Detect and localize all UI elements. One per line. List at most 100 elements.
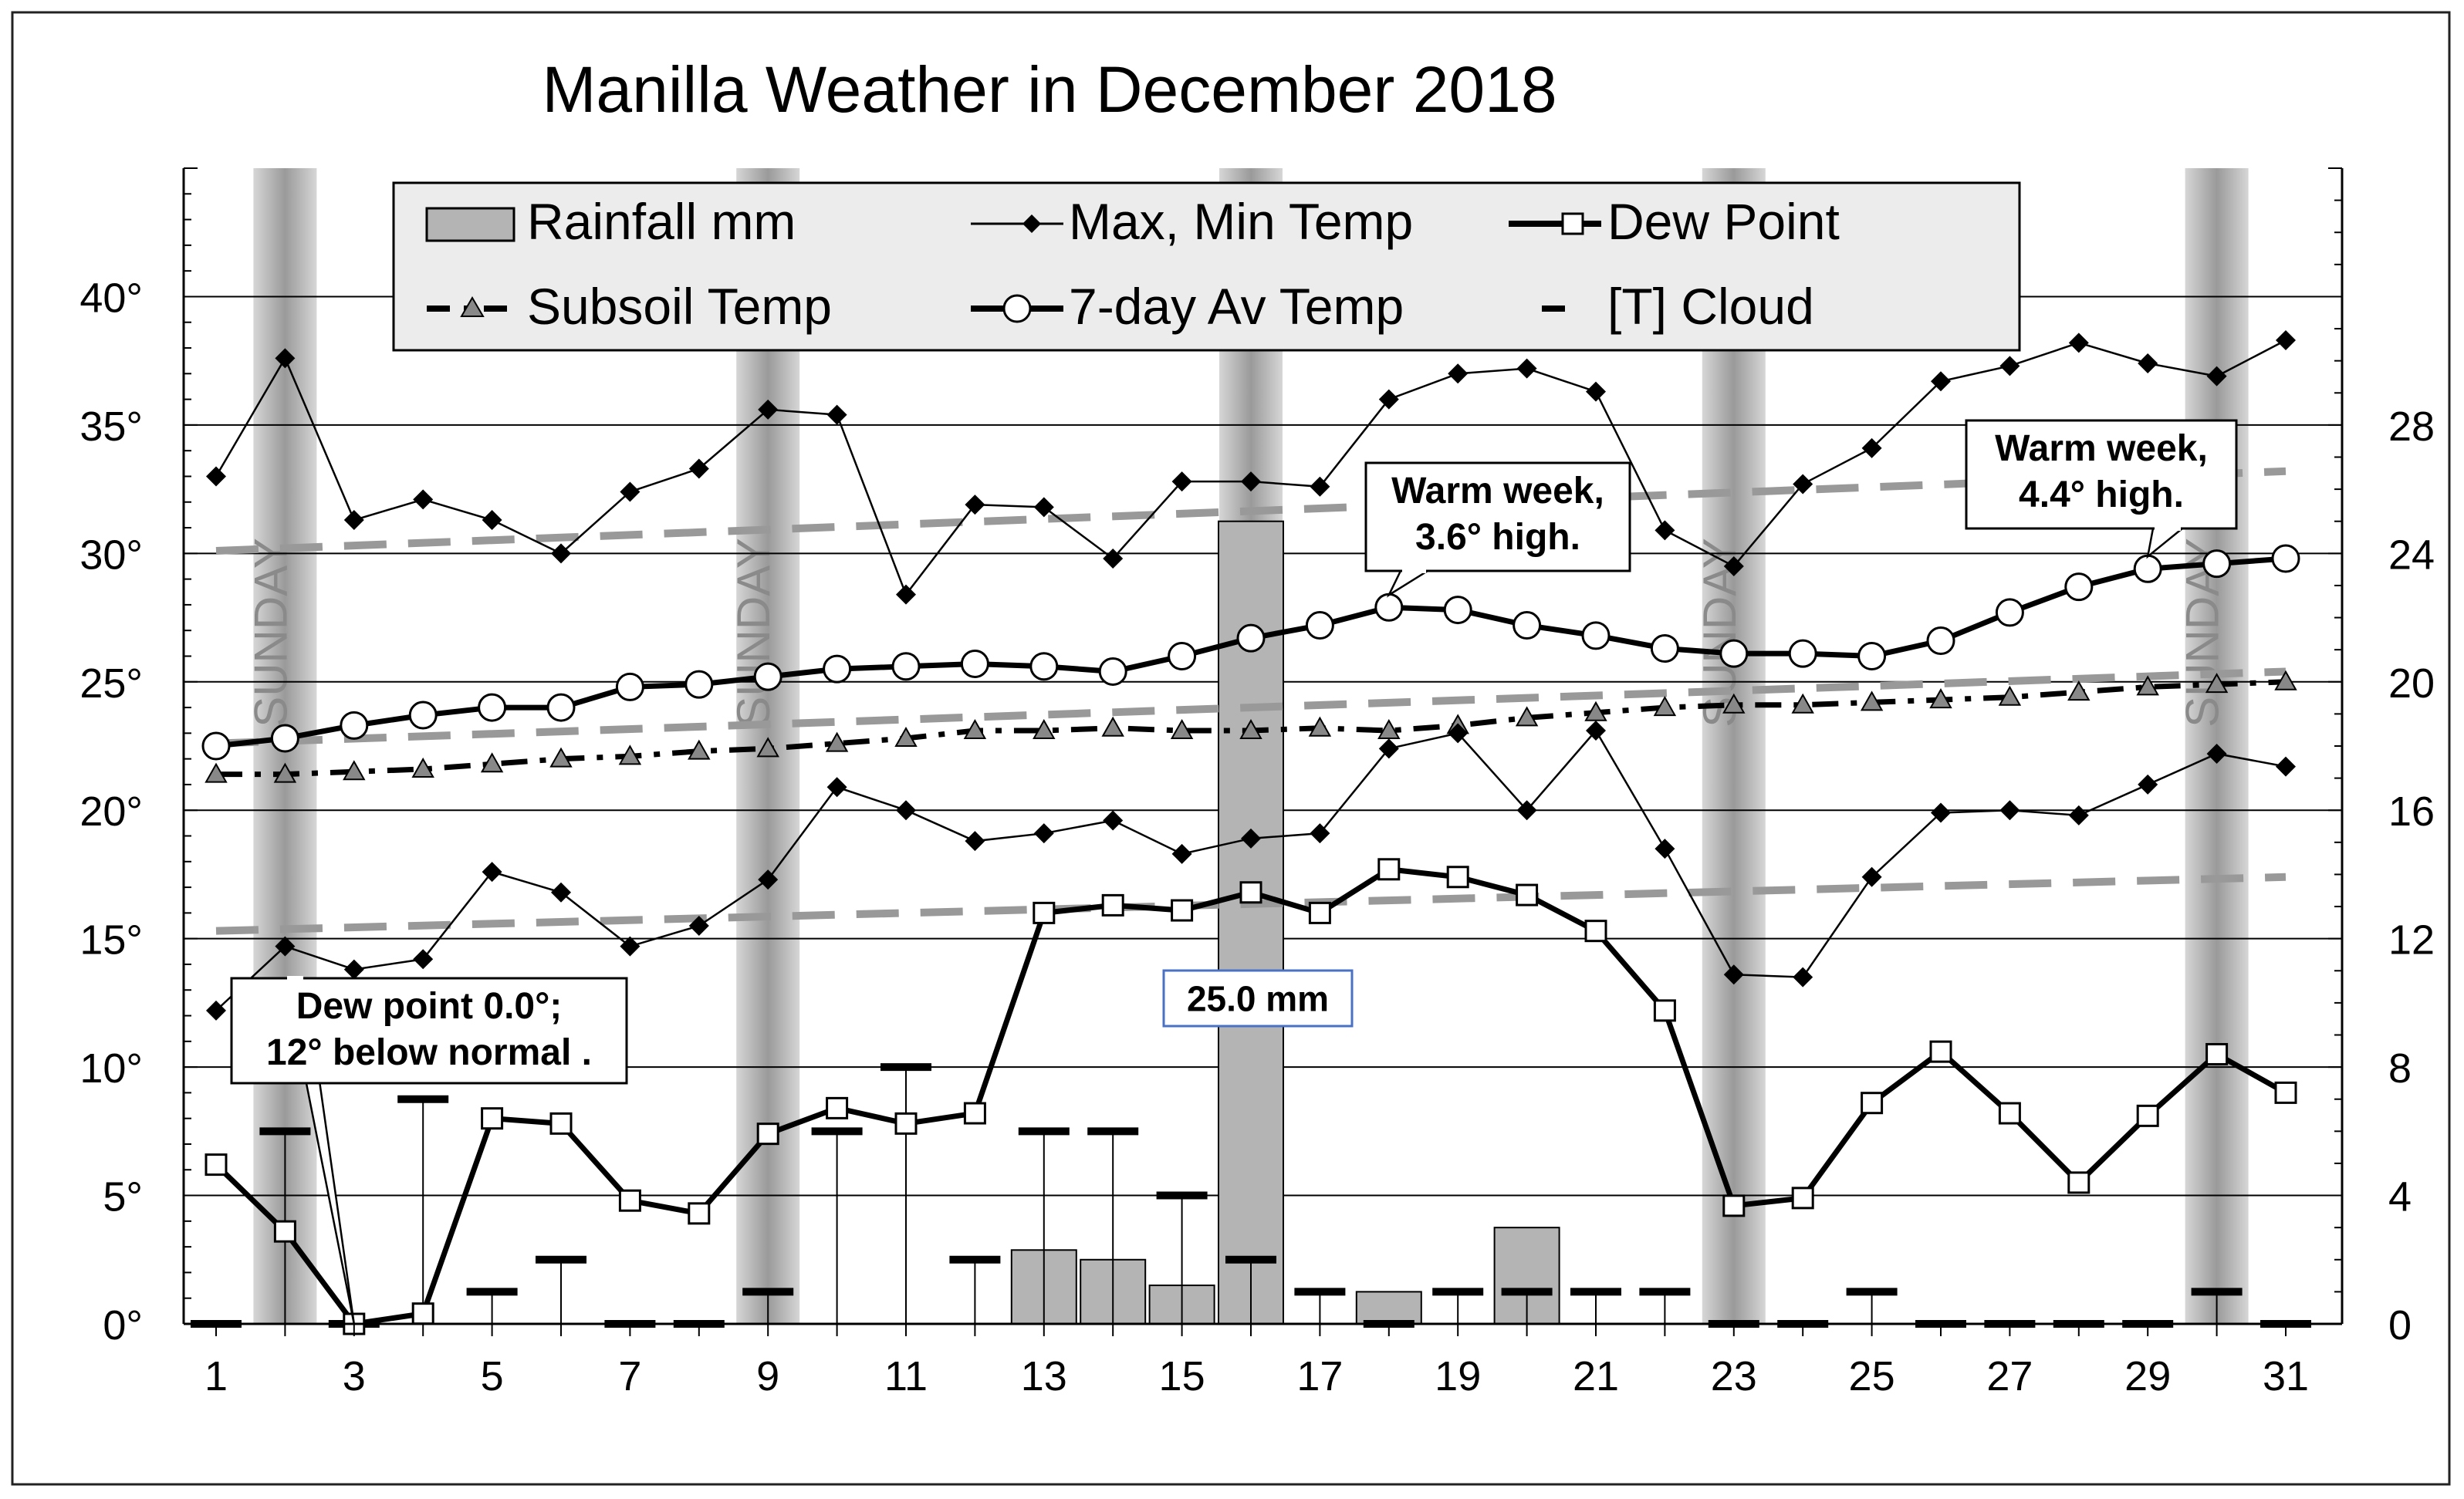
legend-cloud: [T] Cloud [1607,278,1814,335]
avg7-point [1995,598,2024,627]
normal-line [215,467,2287,555]
max-temp-point [2276,330,2296,351]
annotation-text: Dew point 0.0°; [296,986,563,1027]
right-tick-label: 12 [2388,917,2435,964]
legend-maxmin-marker [1022,214,1041,233]
subsoil-point [1101,716,1124,737]
legend-avg7: 7-day Av Temp [1069,278,1404,335]
legend-dew: Dew Point [1607,193,1840,250]
max-temp-point [551,543,571,564]
right-tick-label: 16 [2388,788,2435,835]
max-temp-point [1516,358,1537,379]
subsoil-point [1584,701,1607,721]
min-temp-point [1654,839,1675,859]
avg7-point [1513,611,1542,640]
left-tick-label: 0° [103,1302,143,1349]
min-temp-point [1793,967,1813,988]
avg7-point [1305,611,1334,640]
avg7-point [270,724,299,753]
avg7-point [1581,621,1611,650]
min-temp-point [1723,964,1744,985]
annotation-text: 3.6° high. [1415,517,1580,558]
subsoil-point [549,747,573,768]
x-tick-label: 11 [884,1353,928,1399]
max-temp-point [275,348,296,369]
min-temp-point [965,831,985,852]
subsoil-point [1239,718,1262,740]
max-temp-point [2068,333,2089,353]
dew-point [1516,883,1539,906]
x-tick-label: 1 [204,1353,228,1399]
dew-point [963,1102,986,1125]
x-tick-label: 29 [2124,1353,2171,1399]
dew-point [1584,920,1607,943]
min-temp-point [206,1000,226,1021]
max-temp-point [1654,520,1675,541]
avg7-point [1443,596,1472,625]
max-temp-point [1103,548,1124,569]
dew-point [1239,881,1262,904]
avg7-point [478,693,507,722]
subsoil-point [1791,693,1814,714]
max-temp-point [1448,363,1469,384]
dew-point [549,1112,573,1135]
chart-title: Manilla Weather in December 2018 [542,53,1556,126]
max-temp-point [206,466,226,487]
subsoil-point [273,762,297,783]
x-tick-label: 21 [1573,1353,1619,1399]
avg7-point [1029,652,1059,681]
dew-point [1653,999,1676,1022]
subsoil-point [618,744,642,765]
dew-point [1446,866,1469,889]
avg7-point [2271,544,2300,573]
min-temp-point [1310,823,1330,844]
subsoil-point [688,739,711,760]
max-temp-point [1586,381,1606,402]
avg7-point [960,649,989,678]
min-temp-point [413,949,434,970]
subsoil-point [2136,675,2159,696]
avg7-point [1236,623,1266,653]
sunday-label: SUNDAY [728,538,779,728]
subsoil-point [1860,690,1884,711]
rain-bar [1355,1291,1422,1325]
avg7-point [823,654,852,684]
min-temp-point [2276,756,2296,777]
subsoil-point [1515,706,1539,727]
legend-rain-swatch [425,207,515,242]
x-tick-label: 7 [618,1353,641,1399]
min-temp-point [896,800,916,821]
left-tick-label: 5° [103,1174,143,1220]
normal-line [215,873,2287,935]
annotation-text: Warm week, [1391,471,1604,511]
legend-avg-marker [1002,294,1032,323]
min-temp-point [482,862,502,883]
min-temp-point [1241,828,1261,849]
left-tick-label: 10° [79,1045,143,1092]
x-tick-label: 9 [756,1353,779,1399]
min-temp-point [343,959,364,980]
subsoil-point [2067,680,2091,701]
annotation-box [230,977,628,1085]
min-temp-point [826,777,847,798]
subsoil-point [1308,716,1332,737]
min-temp-point [1516,800,1537,821]
min-temp-point [1861,866,1882,887]
annotation-text: Warm week, [1995,428,2208,469]
min-temp-point [758,869,779,890]
dew-point [826,1096,849,1119]
avg7-point [408,701,438,730]
right-tick-label: 0 [2388,1302,2412,1349]
min-temp-point [1931,802,1951,823]
right-tick-label: 8 [2388,1045,2412,1092]
avg7-point [1374,593,1404,622]
dew-point [2136,1104,2159,1127]
dew-point [756,1123,779,1146]
min-temp-point [275,936,296,957]
legend-subsoil-marker [460,296,485,317]
max-temp-point [1241,471,1261,492]
avg7-point [1098,657,1127,686]
min-temp-point [1448,723,1469,744]
dew-point [1722,1194,1746,1217]
max-temp-point [896,584,916,605]
